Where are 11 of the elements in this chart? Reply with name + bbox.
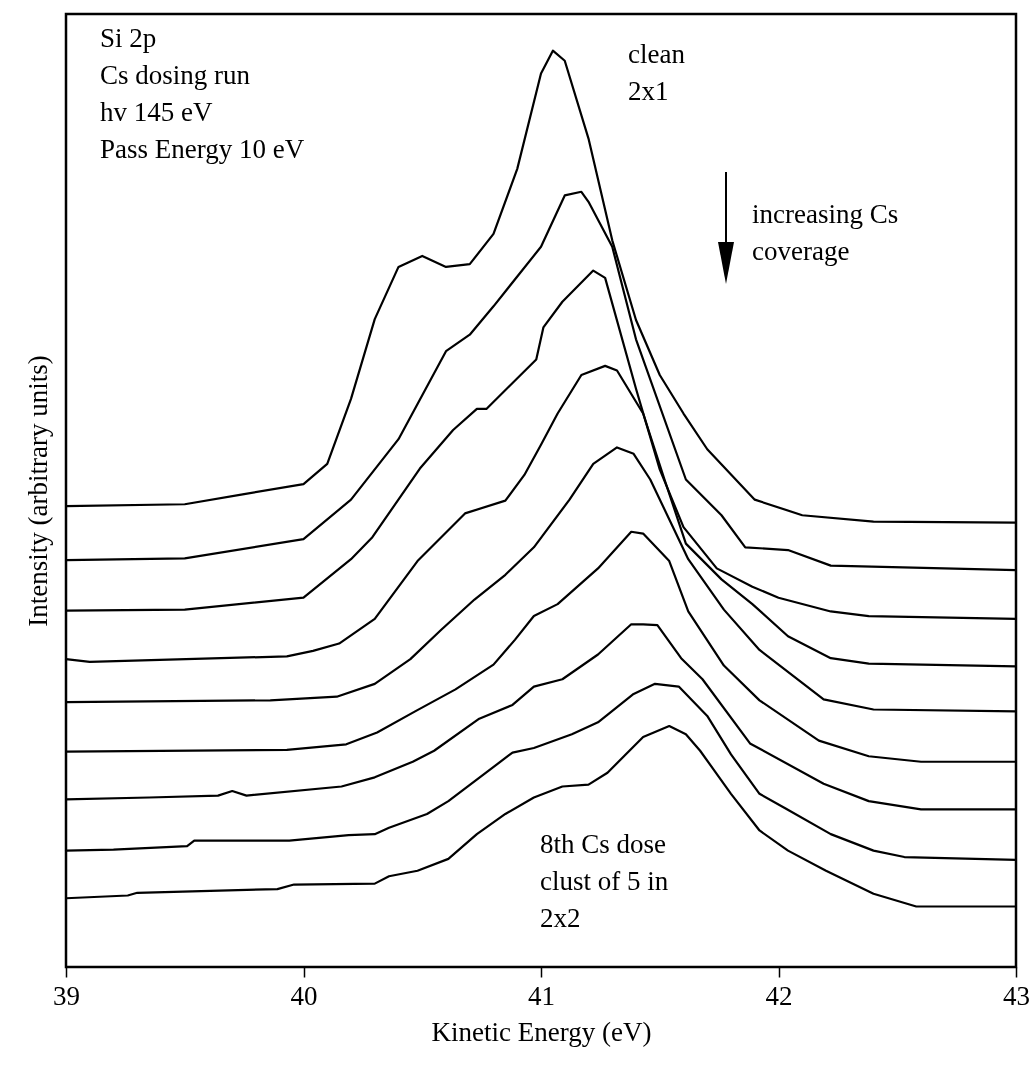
x-tick-label: 42 — [765, 980, 793, 1011]
x-tick-label: 41 — [528, 980, 555, 1011]
x-tick-label: 39 — [53, 980, 80, 1011]
annotation: increasing Cs coverage — [752, 199, 899, 266]
y-axis-title: Intensity (arbitrary units) — [22, 355, 53, 627]
annotation: 8th Cs dose clust of 5 in 2x2 — [540, 829, 669, 933]
annotation: clean 2x1 — [628, 39, 686, 106]
x-tick-label: 43 — [1003, 980, 1030, 1011]
x-tick-label: 40 — [290, 980, 318, 1011]
x-axis-title: Kinetic Energy (eV) — [431, 1016, 652, 1047]
annotation: Si 2p Cs dosing run hv 145 eV Pass Energy 10 eV — [100, 23, 305, 164]
